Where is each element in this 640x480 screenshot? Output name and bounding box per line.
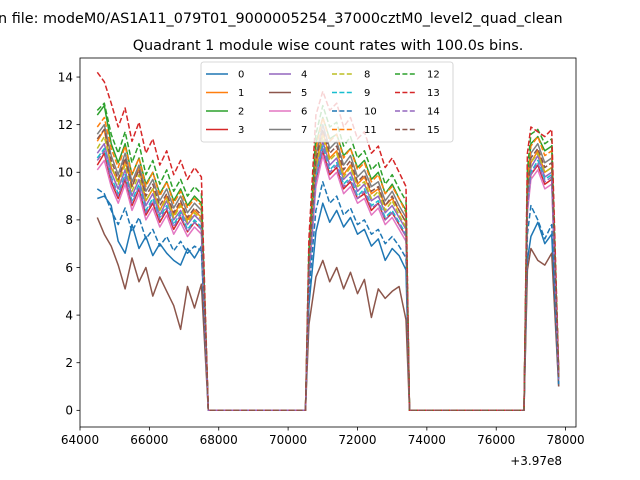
axes-frame [79,57,577,428]
y-tick-label: 4 [65,308,73,322]
y-tick-label: 8 [65,213,73,227]
legend-label-14: 14 [427,107,440,118]
y-tick-label: 2 [65,356,73,370]
legend-label-1: 1 [238,88,244,99]
x-offset-label: +3.97e8 [510,454,562,468]
y-tick-label: 10 [58,166,73,180]
series-line-8 [96,135,560,412]
x-tick-label: 70000 [269,433,307,447]
legend-label-4: 4 [301,70,307,81]
series-line-0 [97,195,560,412]
legend-label-8: 8 [364,70,370,81]
x-tick-label: 76000 [477,433,515,447]
series-line-15 [96,128,560,412]
series-line-5 [96,217,560,412]
series-line-11 [96,116,560,412]
legend-box [200,61,454,143]
legend-label-5: 5 [301,88,307,99]
y-tick-label: 12 [58,118,73,132]
legend-label-11: 11 [364,125,377,136]
legend-label-9: 9 [364,88,370,99]
legend-label-6: 6 [301,107,307,118]
chart-title: Quadrant 1 module wise count rates with … [133,38,524,54]
y-tick-label: 14 [58,70,73,84]
legend-label-10: 10 [364,107,377,118]
legend-label-12: 12 [427,70,440,81]
y-tick-label: 0 [65,404,73,418]
x-tick-label: 72000 [338,433,376,447]
x-tick-label: 64000 [61,433,99,447]
y-axis: 0 2 4 6 8 10 12 14 [58,70,80,418]
legend-label-7: 7 [301,125,307,136]
series-line-14 [96,147,560,412]
x-axis: 64000 66000 68000 70000 72000 74000 76000 78000 [61,427,585,447]
x-tick-label: 66000 [130,433,168,447]
x-tick-label: 78000 [547,433,585,447]
legend-label-3: 3 [238,125,244,136]
legend-label-13: 13 [427,88,440,99]
x-tick-label: 68000 [200,433,238,447]
legend-label-15: 15 [427,125,440,136]
legend-label-0: 0 [238,70,244,81]
x-tick-label: 74000 [408,433,446,447]
figure-suptitle: n file: modeM0/AS1A11_079T01_9000005254_… [0,11,563,27]
y-tick-label: 6 [65,261,73,275]
legend-label-2: 2 [238,107,244,118]
